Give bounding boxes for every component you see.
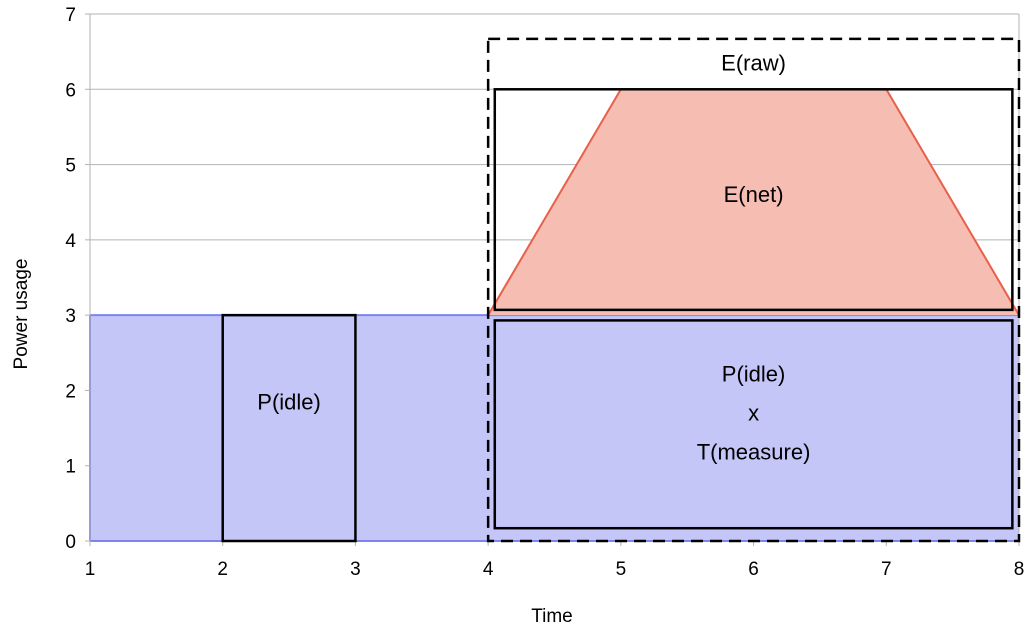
x-tick-label-6: 6 <box>748 559 759 580</box>
x-tick-label-7: 7 <box>881 559 892 580</box>
y-tick-label-0: 0 <box>65 532 76 553</box>
y-tick-label-7: 7 <box>65 5 76 26</box>
y-tick-label-3: 3 <box>65 306 76 327</box>
annotation-p-idle-x-t-measure-line-2: T(measure) <box>697 440 811 465</box>
y-tick-label-2: 2 <box>65 381 76 402</box>
x-tick-label-1: 1 <box>85 559 96 580</box>
y-tick-label-4: 4 <box>65 231 76 252</box>
x-tick-label-3: 3 <box>350 559 361 580</box>
annotation-p-idle-x-t-measure-line-1: x <box>748 401 759 426</box>
annotation-p-idle: P(idle) <box>257 389 321 414</box>
y-tick-label-6: 6 <box>65 80 76 101</box>
x-tick-label-8: 8 <box>1014 559 1025 580</box>
x-axis-title: Time <box>531 606 573 627</box>
x-tick-label-2: 2 <box>217 559 228 580</box>
annotation-e-raw: E(raw) <box>721 50 786 75</box>
annotation-p-idle-x-t-measure-line-0: P(idle) <box>722 361 786 386</box>
y-tick-label-1: 1 <box>65 457 76 478</box>
area-series-0 <box>90 315 1019 541</box>
x-tick-label-4: 4 <box>483 559 494 580</box>
y-axis-title: Power usage <box>11 259 32 370</box>
y-tick-label-5: 5 <box>65 156 76 177</box>
annotation-e-net: E(net) <box>724 182 784 207</box>
x-tick-label-5: 5 <box>616 559 627 580</box>
